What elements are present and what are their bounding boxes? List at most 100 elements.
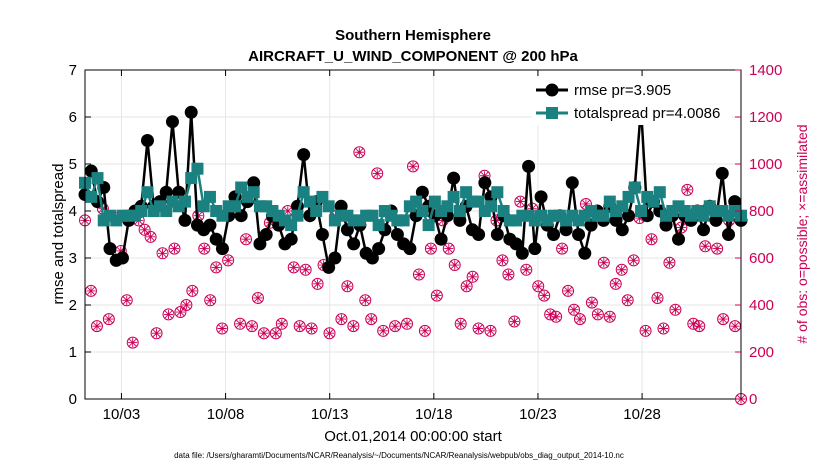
obs-assimilated-marker [122,295,132,305]
obs-possible-marker [466,270,479,283]
obs-assimilated-marker [372,168,382,178]
obs-possible-marker [442,242,455,255]
obs-assimilated-marker [456,319,466,329]
obs-assimilated-marker [533,281,543,291]
totalspread-point [491,186,504,199]
y-tick-label-2: 2 [69,297,77,314]
obs-assimilated-marker [694,321,704,331]
obs-possible-marker [454,317,467,330]
totalspread-point [622,190,635,203]
obs-assimilated-marker [414,269,424,280]
obs-possible-marker [544,308,557,321]
obs-possible-marker [484,324,497,337]
rmse-point [453,213,467,227]
obs-possible-marker [210,261,223,274]
obs-point [430,289,443,302]
obs-possible-marker [251,291,264,304]
obs-possible-marker [681,183,694,196]
y2-tick-label-3: 600 [749,250,774,267]
obs-assimilated-marker [205,295,215,305]
obs-assimilated-marker [474,323,484,334]
obs-possible-marker [627,254,640,267]
obs-possible-marker [245,320,258,333]
obs-assimilated-marker [104,314,114,324]
totalspread-point [472,195,485,208]
rmse-point [559,223,573,237]
totalspread-point [510,214,523,227]
y2-tick-label-4: 800 [749,203,774,220]
totalspread-point [322,200,335,213]
rmse-point [528,242,542,256]
obs-point [556,242,569,255]
obs-point [615,263,628,276]
obs-assimilated-marker [307,323,317,334]
obs-point [365,313,378,326]
obs-point [645,233,658,246]
obs-point [275,317,288,330]
obs-possible-marker [418,324,431,337]
totalspread-point [628,181,641,194]
obs-assimilated-marker [462,281,472,291]
obs-assimilated-marker [515,197,525,207]
obs-possible-marker [204,294,217,307]
obs-possible-marker [299,263,312,276]
obs-point [681,183,694,196]
rmse-point [403,242,417,256]
obs-possible-marker [150,327,163,340]
obs-possible-marker [669,303,682,316]
y2-tick-label-6: 1200 [749,109,782,126]
y-tick-label-7: 7 [69,62,77,79]
obs-assimilated-marker [86,286,96,296]
obs-point [418,324,431,337]
rmse-point [284,232,298,246]
rmse-point [347,237,361,251]
obs-assimilated-marker [253,293,263,303]
y2-tick-label-1: 200 [749,344,774,361]
obs-point [657,322,670,335]
obs-point [126,336,139,349]
rmse-point [103,242,117,256]
rmse-point [322,260,336,274]
obs-assimilated-marker [152,328,162,338]
rmse-point [622,209,636,223]
obs-point [240,233,253,246]
obs-point [508,315,521,328]
totalspread-point [485,200,498,213]
obs-assimilated-marker [599,258,609,268]
obs-assimilated-marker [199,244,209,254]
obs-assimilated-marker [354,147,364,157]
obs-point [484,324,497,337]
chart-title: Southern Hemisphere [335,27,491,44]
totalspread-point [291,209,304,222]
obs-point [711,242,724,255]
totalspread-point [447,190,460,203]
obs-assimilated-marker [146,232,156,242]
obs-assimilated-marker [271,328,281,338]
obs-assimilated-marker [187,286,197,296]
obs-possible-marker [508,315,521,328]
totalspread-point [178,195,191,208]
obs-possible-marker [502,268,515,281]
obs-possible-marker [603,310,616,323]
obs-point [544,308,557,321]
obs-point [639,324,652,337]
obs-assimilated-marker [336,314,346,324]
rmse-point [722,228,736,241]
obs-assimilated-marker [712,244,722,254]
obs-possible-marker [240,233,253,246]
obs-possible-marker [591,308,604,321]
obs-point [591,308,604,321]
obs-point [204,294,217,307]
obs-point [663,256,676,269]
obs-point [472,322,485,335]
totalspread-point [316,190,329,203]
obs-possible-marker [407,160,419,173]
obs-point [138,223,151,236]
rmse-point [253,237,267,251]
obs-assimilated-marker [718,314,728,324]
rmse-point [140,134,154,147]
obs-assimilated-marker [277,319,287,329]
obs-point [627,254,640,267]
obs-assimilated-marker [730,321,740,331]
